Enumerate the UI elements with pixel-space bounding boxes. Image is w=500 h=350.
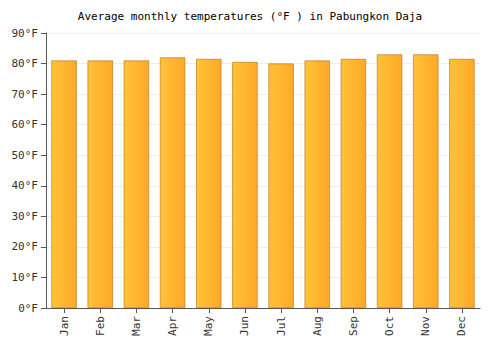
svg-text:Dec: Dec — [455, 316, 468, 336]
svg-text:May: May — [202, 316, 215, 336]
svg-text:Nov: Nov — [419, 316, 432, 336]
svg-text:Average monthly temperatures (: Average monthly temperatures (°F ) in Pa… — [78, 10, 422, 23]
svg-text:20°F: 20°F — [12, 240, 39, 253]
svg-text:50°F: 50°F — [12, 149, 39, 162]
svg-text:Aug: Aug — [311, 316, 324, 336]
svg-text:60°F: 60°F — [12, 118, 39, 131]
svg-text:Apr: Apr — [166, 316, 179, 336]
svg-text:0°F: 0°F — [18, 302, 38, 315]
svg-text:90°F: 90°F — [12, 27, 39, 40]
svg-text:Jun: Jun — [238, 316, 251, 336]
svg-text:Oct: Oct — [383, 316, 396, 336]
svg-text:Feb: Feb — [94, 316, 107, 336]
svg-text:70°F: 70°F — [12, 88, 39, 101]
svg-text:10°F: 10°F — [12, 271, 39, 284]
svg-text:Sep: Sep — [347, 316, 360, 336]
svg-text:40°F: 40°F — [12, 179, 39, 192]
svg-text:80°F: 80°F — [12, 57, 39, 70]
svg-text:30°F: 30°F — [12, 210, 39, 223]
svg-text:Jul: Jul — [275, 316, 288, 336]
svg-text:Mar: Mar — [130, 316, 143, 336]
svg-text:Jan: Jan — [58, 316, 71, 336]
